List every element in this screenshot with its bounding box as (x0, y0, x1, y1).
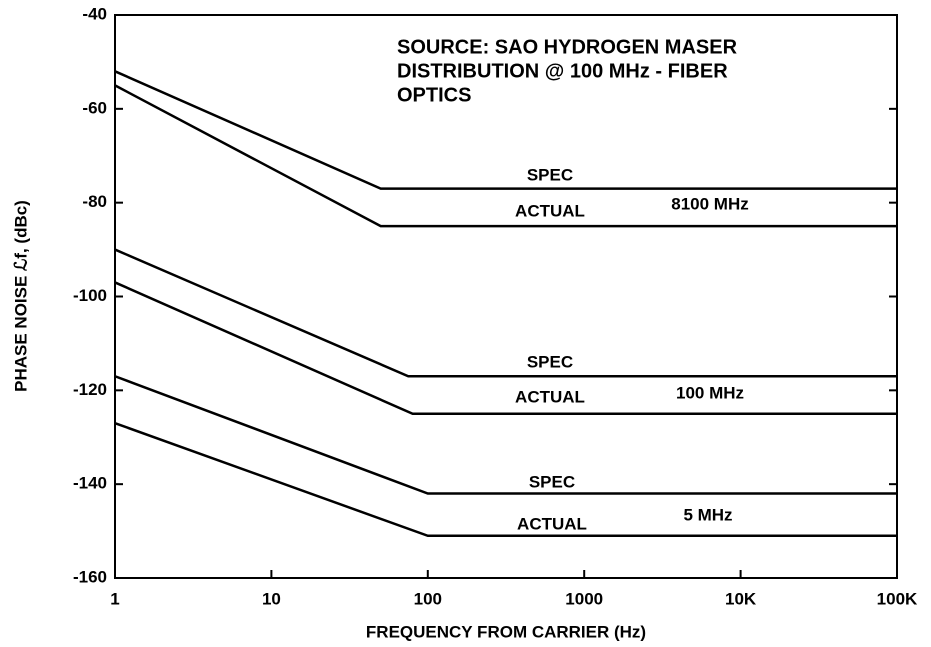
y-tick-label: -80 (82, 192, 107, 211)
annotation: 8100 MHz (671, 194, 748, 213)
y-tick-label: -160 (73, 567, 107, 586)
chart-title: SOURCE: SAO HYDROGEN MASER (397, 36, 738, 58)
x-tick-label: 10 (262, 589, 281, 608)
x-tick-label: 100K (877, 589, 918, 608)
x-axis-title: FREQUENCY FROM CARRIER (Hz) (366, 622, 646, 641)
series-label: ACTUAL (515, 201, 585, 220)
series-label: SPEC (529, 472, 575, 491)
series-line (114, 70, 897, 190)
x-tick-label: 1000 (565, 589, 603, 608)
series-line (114, 281, 897, 416)
series-line (114, 84, 897, 228)
chart-title: DISTRIBUTION @ 100 MHz - FIBER (397, 60, 728, 82)
x-tick-label: 1 (110, 589, 119, 608)
y-axis-title: PHASE NOISE ℒf, (dBc) (11, 200, 30, 392)
x-tick-label: 100 (414, 589, 442, 608)
series-line (114, 248, 897, 378)
series-line (114, 375, 897, 495)
series-label: ACTUAL (517, 514, 587, 533)
chart-title: OPTICS (397, 84, 471, 106)
series-line (114, 421, 897, 538)
y-tick-label: -120 (73, 380, 107, 399)
annotation: 5 MHz (683, 505, 732, 524)
y-tick-label: -60 (82, 98, 107, 117)
y-tick-label: -140 (73, 474, 107, 493)
series-label: ACTUAL (515, 387, 585, 406)
y-tick-label: -40 (82, 4, 107, 23)
annotation: 100 MHz (676, 383, 744, 402)
series-label: SPEC (527, 352, 573, 371)
y-tick-label: -100 (73, 286, 107, 305)
x-tick-label: 10K (725, 589, 757, 608)
series-label: SPEC (527, 165, 573, 184)
